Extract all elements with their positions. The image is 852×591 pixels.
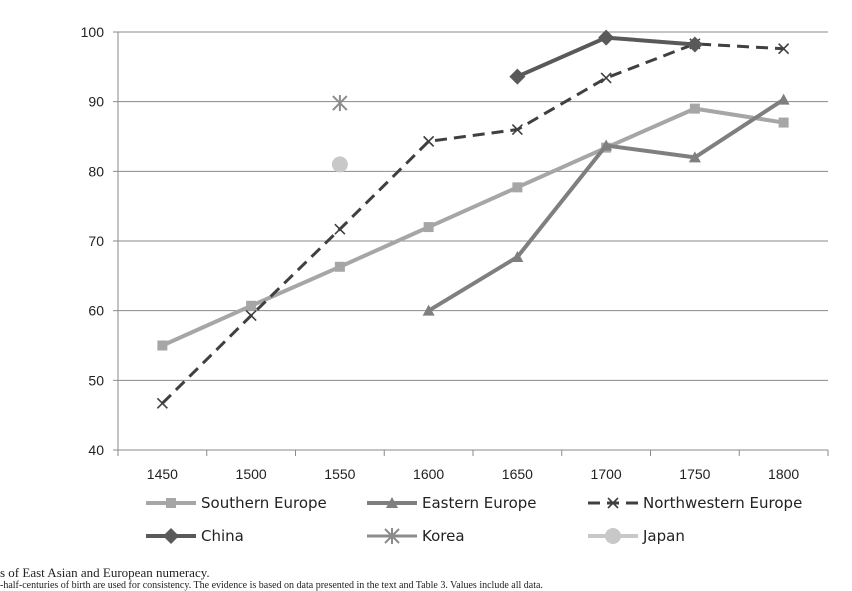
- tick-labels: 40 50 60 70 80 90 100 1450 1500 1550 1600 1650 1700 1…: [81, 24, 800, 482]
- figure-caption-title: s of East Asian and European numeracy.: [0, 565, 210, 580]
- x-tick-label-1550: 1550: [324, 466, 355, 482]
- legend-marker-china: [163, 528, 179, 544]
- point-southern-europe-1500: [246, 300, 257, 311]
- point-eastern-europe-1600: [422, 304, 435, 316]
- legend-marker-korea: [384, 528, 400, 544]
- legend-marker-japan: [605, 528, 621, 544]
- legend-label-southern-europe: Southern Europe: [201, 494, 327, 512]
- legend-label-northwestern-europe: Northwestern Europe: [643, 494, 802, 512]
- point-eastern-europe-1750: [688, 151, 701, 163]
- series-korea: [332, 95, 348, 112]
- point-southern-europe-1450: [157, 340, 168, 351]
- y-tick-label-40: 40: [88, 442, 104, 458]
- y-tick-label-90: 90: [88, 94, 104, 110]
- point-southern-europe-1650: [512, 182, 523, 193]
- point-northwestern-europe-1650: [511, 123, 523, 136]
- legend-marker-eastern-europe: [386, 497, 398, 508]
- axes: [113, 31, 829, 456]
- legend-item-northwestern-europe: Northwestern Europe: [588, 494, 802, 512]
- x-tick-label-1750: 1750: [679, 466, 710, 482]
- point-china-1700: [598, 29, 615, 46]
- point-northwestern-europe-1700: [600, 72, 612, 84]
- point-eastern-europe-1800: [777, 93, 790, 105]
- point-eastern-europe-1650: [511, 251, 524, 263]
- point-southern-europe-1600: [423, 222, 434, 233]
- x-tick-label-1700: 1700: [591, 466, 622, 482]
- point-korea-1550: [332, 95, 348, 112]
- point-southern-europe-1800: [778, 117, 789, 128]
- legend-label-china: China: [201, 527, 244, 545]
- legend-item-eastern-europe: Eastern Europe: [367, 494, 537, 512]
- legend-marker-southern-europe: [166, 498, 176, 508]
- x-tick-label-1800: 1800: [768, 466, 799, 482]
- legend-label-japan: Japan: [642, 527, 685, 545]
- legend-item-southern-europe: Southern Europe: [146, 494, 327, 512]
- series-southern-europe: [157, 103, 789, 351]
- point-southern-europe-1750: [689, 103, 700, 114]
- point-southern-europe-1550: [334, 261, 345, 272]
- y-tick-label-60: 60: [88, 303, 104, 319]
- x-tick-label-1600: 1600: [413, 466, 444, 482]
- figure-caption-note: -half-centuries of birth are used for co…: [0, 580, 543, 591]
- series-line-northwestern-europe: [161, 42, 784, 405]
- x-tick-label-1450: 1450: [147, 466, 178, 482]
- legend-item-china: China: [146, 527, 244, 545]
- point-china-1650: [509, 68, 526, 85]
- point-northwestern-europe-1450: [156, 397, 168, 409]
- point-japan-1550: [331, 156, 348, 173]
- series-japan: [331, 156, 348, 173]
- series-line-southern-europe: [160, 106, 786, 348]
- legend-label-eastern-europe: Eastern Europe: [422, 494, 537, 512]
- legend-label-korea: Korea: [422, 527, 465, 545]
- point-eastern-europe-1700: [600, 139, 613, 151]
- y-tick-label-80: 80: [88, 163, 104, 179]
- legend-item-japan: Japan: [588, 527, 685, 545]
- x-tick-label-1500: 1500: [236, 466, 267, 482]
- point-china-1750: [686, 36, 703, 53]
- legend: Southern Europe Eastern Europe Northwester…: [146, 494, 802, 545]
- point-northwestern-europe-1600: [423, 135, 435, 147]
- y-tick-label-50: 50: [88, 372, 104, 388]
- legend-marker-northwestern-europe: [607, 497, 619, 509]
- point-northwestern-europe-1550: [334, 223, 346, 235]
- series-eastern-europe: [422, 93, 790, 316]
- point-northwestern-europe-1800: [778, 43, 790, 55]
- y-tick-label-70: 70: [88, 233, 104, 249]
- point-northwestern-europe-1500: [245, 309, 257, 322]
- y-tick-label-100: 100: [81, 24, 105, 40]
- x-tick-label-1650: 1650: [502, 466, 533, 482]
- legend-item-korea: Korea: [367, 527, 465, 545]
- series-china: [509, 29, 703, 85]
- series-northwestern-europe: [156, 38, 790, 409]
- numeracy-line-chart: 40 50 60 70 80 90 100 1450 1500 1550 1600 1650 1700 1…: [81, 24, 829, 545]
- series-group: [156, 29, 790, 409]
